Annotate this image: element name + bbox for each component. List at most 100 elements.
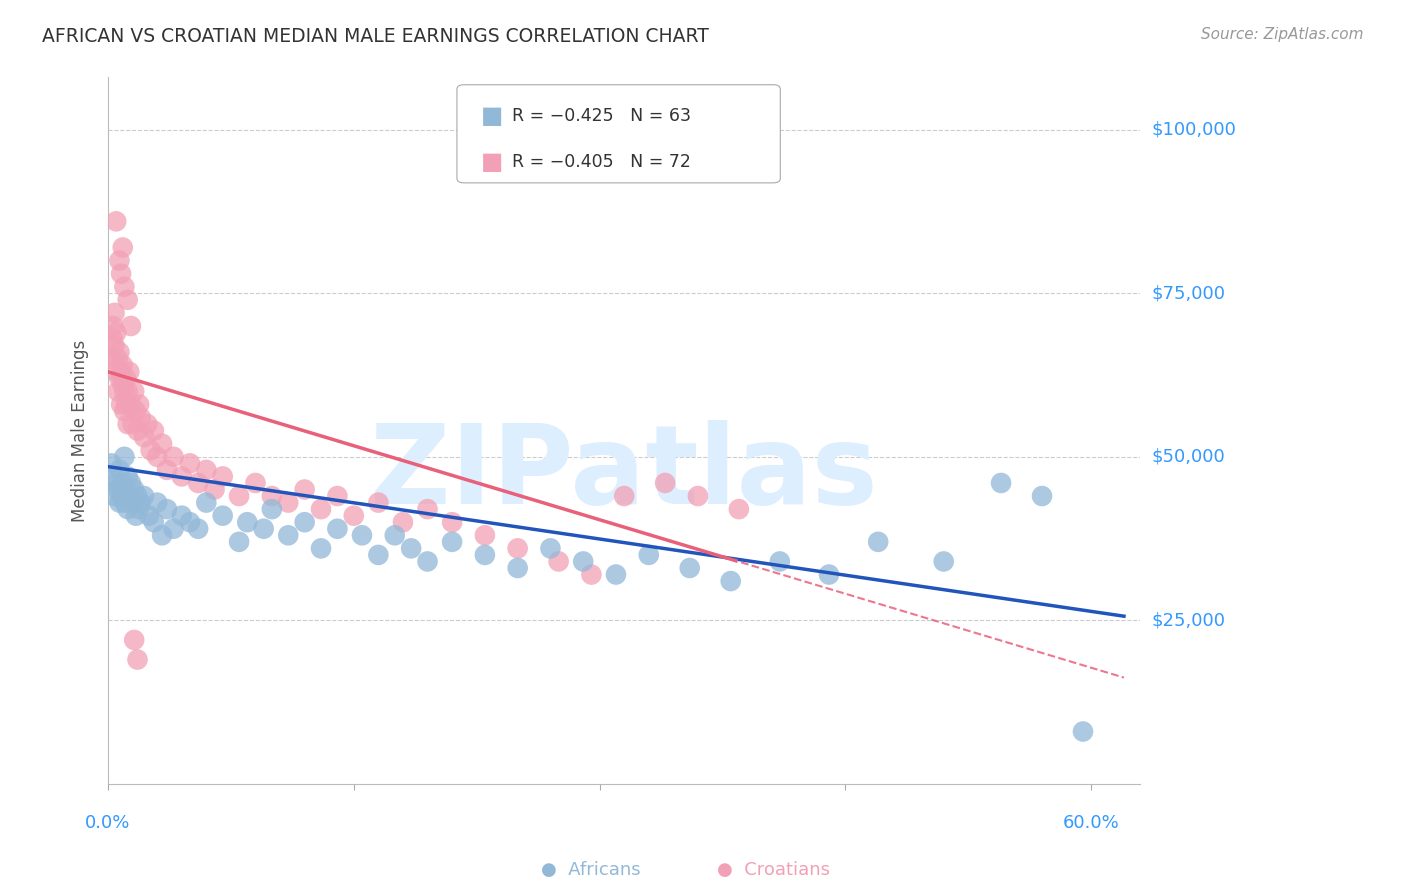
- Point: [506, 541, 529, 556]
- Point: [547, 554, 569, 568]
- Text: $25,000: $25,000: [1152, 611, 1226, 630]
- Point: [122, 632, 145, 647]
- Point: [156, 463, 179, 477]
- Text: ■: ■: [481, 104, 503, 128]
- Point: [654, 475, 676, 490]
- Point: [127, 489, 149, 503]
- Point: [367, 548, 389, 562]
- Point: [108, 371, 131, 385]
- Point: [868, 534, 890, 549]
- Point: [107, 351, 129, 366]
- Point: [115, 483, 138, 497]
- Point: [538, 541, 561, 556]
- Point: [112, 404, 135, 418]
- Point: [260, 502, 283, 516]
- Point: [1031, 489, 1053, 503]
- Point: [121, 417, 143, 431]
- Point: [416, 554, 439, 568]
- Point: [103, 338, 125, 352]
- Text: $100,000: $100,000: [1152, 120, 1236, 139]
- Point: [128, 502, 150, 516]
- Point: [392, 515, 415, 529]
- Point: [122, 384, 145, 399]
- Point: [105, 326, 128, 340]
- Point: [187, 475, 209, 490]
- Point: [100, 456, 122, 470]
- Point: [179, 456, 201, 470]
- Point: [117, 293, 139, 307]
- Point: [101, 318, 124, 333]
- Point: [110, 365, 132, 379]
- Point: [253, 522, 276, 536]
- Point: [138, 508, 160, 523]
- Text: $50,000: $50,000: [1152, 448, 1225, 466]
- Point: [441, 534, 464, 549]
- Point: [146, 495, 169, 509]
- Point: [228, 489, 250, 503]
- Point: [132, 489, 155, 503]
- Point: [121, 495, 143, 509]
- Point: [117, 502, 139, 516]
- Point: [117, 384, 139, 399]
- Text: 60.0%: 60.0%: [1063, 814, 1119, 832]
- Point: [108, 345, 131, 359]
- Point: [103, 489, 125, 503]
- Point: [108, 463, 131, 477]
- Point: [111, 240, 134, 254]
- Point: [990, 475, 1012, 490]
- Point: [326, 522, 349, 536]
- Point: [187, 522, 209, 536]
- Point: [107, 483, 129, 497]
- Text: ●  Croatians: ● Croatians: [717, 861, 830, 879]
- Point: [277, 528, 299, 542]
- Point: [162, 450, 184, 464]
- Point: [416, 502, 439, 516]
- Point: [211, 469, 233, 483]
- Point: [108, 253, 131, 268]
- Point: [101, 332, 124, 346]
- Point: [120, 397, 142, 411]
- Point: [129, 495, 152, 509]
- Point: [105, 214, 128, 228]
- Point: [139, 443, 162, 458]
- Point: [441, 515, 464, 529]
- Point: [142, 424, 165, 438]
- Point: [605, 567, 627, 582]
- Point: [128, 397, 150, 411]
- Point: [613, 489, 636, 503]
- Text: ZIPatlas: ZIPatlas: [370, 419, 877, 526]
- Point: [720, 574, 742, 588]
- Point: [211, 508, 233, 523]
- Point: [245, 475, 267, 490]
- Point: [170, 508, 193, 523]
- Point: [309, 502, 332, 516]
- Point: [260, 489, 283, 503]
- Point: [728, 502, 751, 516]
- Point: [110, 267, 132, 281]
- Point: [637, 548, 659, 562]
- Point: [350, 528, 373, 542]
- Point: [110, 397, 132, 411]
- Point: [117, 417, 139, 431]
- Point: [142, 515, 165, 529]
- Point: [122, 483, 145, 497]
- Text: R = −0.425   N = 63: R = −0.425 N = 63: [512, 107, 690, 125]
- Point: [818, 567, 841, 582]
- Point: [120, 318, 142, 333]
- Point: [932, 554, 955, 568]
- Point: [107, 384, 129, 399]
- Point: [112, 495, 135, 509]
- Point: [343, 508, 366, 523]
- Point: [111, 377, 134, 392]
- Point: [686, 489, 709, 503]
- Point: [115, 371, 138, 385]
- Point: [150, 436, 173, 450]
- Point: [170, 469, 193, 483]
- Point: [127, 652, 149, 666]
- Point: [136, 417, 159, 431]
- Point: [105, 475, 128, 490]
- Point: [111, 475, 134, 490]
- Point: [384, 528, 406, 542]
- Point: [125, 404, 148, 418]
- Point: [125, 508, 148, 523]
